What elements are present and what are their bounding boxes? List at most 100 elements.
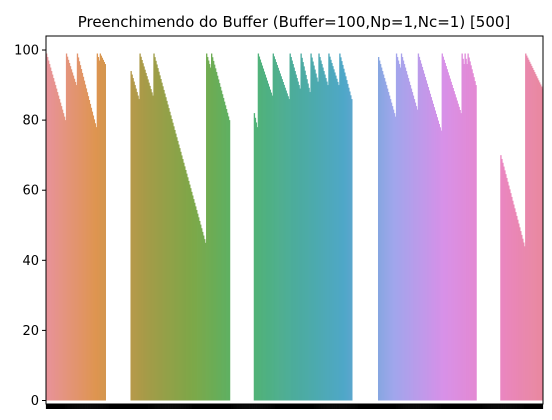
bar xyxy=(271,95,273,401)
bar xyxy=(321,64,323,401)
bar xyxy=(227,116,230,401)
bar xyxy=(283,84,285,401)
bar xyxy=(103,61,105,401)
bar xyxy=(151,92,153,401)
bar xyxy=(470,65,472,401)
bar xyxy=(82,76,85,401)
bar xyxy=(224,105,227,401)
bar xyxy=(293,67,295,401)
bar xyxy=(174,129,176,401)
bar xyxy=(278,70,280,401)
bar xyxy=(64,120,67,401)
bar xyxy=(55,88,58,401)
bar xyxy=(533,70,535,401)
bar xyxy=(287,96,289,401)
bar xyxy=(323,71,325,401)
bar xyxy=(333,69,335,401)
bar xyxy=(202,231,204,401)
bar xyxy=(86,92,89,401)
bar xyxy=(537,78,539,401)
bar xyxy=(211,53,213,401)
bar xyxy=(132,78,134,401)
bar xyxy=(400,53,403,401)
bar xyxy=(218,83,221,401)
bar xyxy=(157,68,159,401)
bar xyxy=(530,63,532,401)
bar xyxy=(523,242,525,401)
bar xyxy=(406,74,409,401)
bar xyxy=(529,61,531,401)
bar xyxy=(389,99,392,401)
bar xyxy=(432,103,435,401)
bar xyxy=(255,122,258,401)
bar xyxy=(411,92,414,401)
bar xyxy=(531,65,533,401)
bar xyxy=(504,170,506,401)
bar xyxy=(257,53,260,401)
bar xyxy=(472,73,474,401)
bar xyxy=(196,210,198,401)
bar xyxy=(471,69,473,401)
bar xyxy=(46,57,49,401)
bar xyxy=(265,77,268,401)
bar xyxy=(414,102,417,401)
bar xyxy=(72,75,75,401)
bar xyxy=(162,86,164,401)
bar xyxy=(99,53,102,401)
bar xyxy=(58,99,61,401)
bar xyxy=(65,53,68,401)
bar xyxy=(73,78,76,401)
bar xyxy=(290,57,292,401)
bar xyxy=(77,57,80,401)
bar xyxy=(101,57,104,401)
bar xyxy=(508,185,510,401)
bar xyxy=(52,78,55,401)
bar xyxy=(515,212,517,401)
bar xyxy=(88,100,91,401)
bar xyxy=(282,82,284,401)
bar xyxy=(394,116,397,401)
bar xyxy=(304,70,306,401)
bar xyxy=(53,81,56,401)
bar xyxy=(517,219,519,401)
bar xyxy=(421,66,424,401)
bar xyxy=(425,80,428,401)
bar xyxy=(325,78,327,401)
bar xyxy=(163,89,165,401)
bar xyxy=(539,82,541,401)
bar xyxy=(524,246,526,401)
bar xyxy=(465,58,467,401)
bar xyxy=(284,87,286,401)
bar xyxy=(419,60,422,401)
bar xyxy=(89,103,92,401)
bar xyxy=(351,99,353,401)
bar xyxy=(514,208,516,401)
bar xyxy=(404,67,407,401)
bar xyxy=(201,228,203,401)
y-tick-label: 20 xyxy=(22,324,39,339)
bar xyxy=(68,62,71,401)
bar xyxy=(448,75,450,401)
bar xyxy=(226,112,229,401)
bar xyxy=(272,53,274,401)
bar xyxy=(426,83,429,401)
bar xyxy=(189,184,191,401)
bar xyxy=(69,66,72,401)
bar xyxy=(190,188,192,401)
bar xyxy=(456,100,458,401)
bar xyxy=(475,85,477,401)
bar xyxy=(220,90,223,401)
bar xyxy=(347,83,349,401)
bar xyxy=(203,235,205,401)
bar xyxy=(261,65,264,401)
bar xyxy=(207,57,209,401)
bar xyxy=(277,67,279,401)
bar xyxy=(399,67,402,401)
bar xyxy=(288,99,290,401)
bar xyxy=(350,95,352,401)
bar xyxy=(506,177,508,401)
bar xyxy=(525,53,527,401)
bar xyxy=(332,66,334,401)
bar xyxy=(431,100,434,401)
